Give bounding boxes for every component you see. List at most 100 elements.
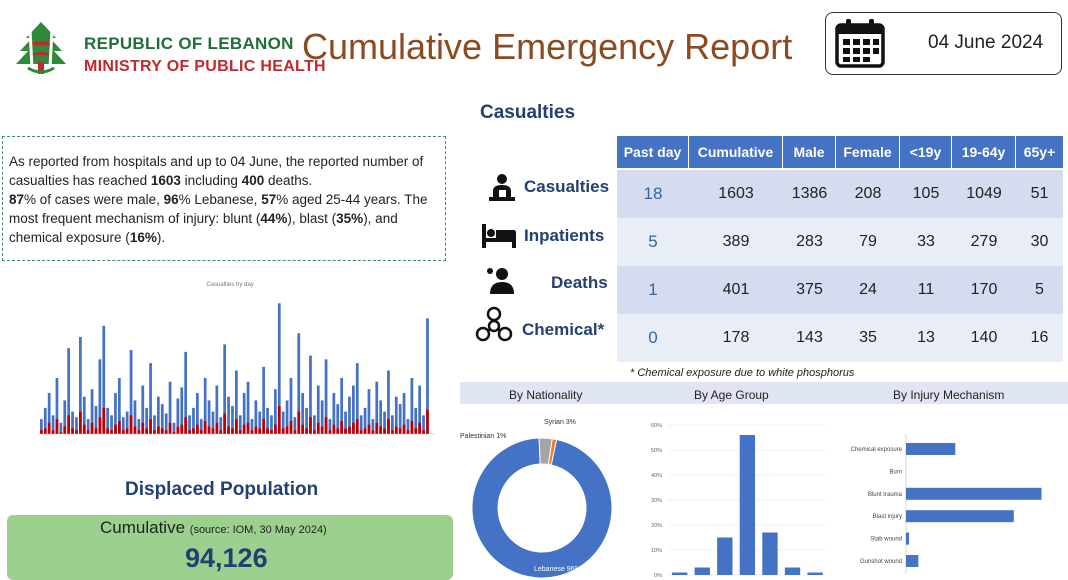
daily-casualty-bar	[114, 392, 117, 434]
daily-casualty-bar	[63, 400, 67, 434]
daily-death-bar	[332, 424, 336, 434]
daily-casualty-bar	[172, 422, 176, 434]
daily-casualty-bar	[199, 419, 203, 434]
daily-casualty-bar	[387, 370, 390, 434]
daily-death-bar	[262, 419, 266, 434]
cell-19-64: 1049	[966, 185, 1002, 202]
daily-death-bar	[301, 424, 305, 434]
daily-death-bar	[363, 428, 367, 434]
table-row: 1 401 375 24 11 170 5	[617, 266, 1063, 314]
daily-death-bar	[219, 430, 223, 434]
daily-death-bar	[348, 426, 351, 434]
daily-casualty-bar	[402, 392, 406, 434]
daily-death-bar	[313, 430, 316, 434]
daily-casualty-bar	[340, 378, 344, 434]
daily-casualty-bar	[379, 400, 383, 434]
displaced-population-heading: Displaced Population	[125, 479, 319, 500]
chemical-footnote: * Chemical exposure due to white phospho…	[630, 367, 855, 379]
daily-death-bar	[114, 424, 117, 434]
daily-casualty-bar	[227, 396, 230, 434]
report-date-box: 04 June 2024	[825, 12, 1062, 75]
daily-casualty-bar	[203, 378, 207, 434]
daily-death-bar	[43, 428, 47, 434]
cell-male: 375	[796, 281, 823, 298]
cell-65plus: 16	[1030, 329, 1049, 346]
daily-death-bar	[145, 428, 149, 434]
daily-death-bar	[285, 426, 289, 434]
summary-box: As reported from hospitals and up to 04 …	[2, 136, 446, 261]
daily-death-bar	[141, 422, 145, 434]
daily-casualty-bar	[293, 417, 297, 434]
daily-casualty-bar	[157, 396, 160, 434]
daily-death-bar	[359, 430, 363, 434]
age-group-bar	[694, 567, 710, 575]
daily-casualty-bar	[250, 419, 254, 434]
daily-death-bar	[79, 411, 82, 434]
cell-under19: 11	[917, 281, 935, 298]
daily-death-bar	[235, 419, 238, 434]
daily-casualty-bar	[43, 407, 47, 434]
daily-casualty-bar	[219, 417, 223, 434]
daily-casualty-bar	[281, 411, 285, 434]
cell-male: 143	[796, 329, 823, 346]
daily-casualty-bar	[363, 407, 367, 434]
daily-casualty-bar	[180, 387, 184, 434]
daily-casualty-bar	[51, 415, 55, 434]
daily-casualty-bar	[207, 400, 211, 434]
daily-casualty-bar	[82, 396, 86, 434]
cell-male: 283	[796, 233, 823, 250]
table-row: 0 178 143 35 13 140 16	[617, 314, 1063, 362]
daily-death-bar	[59, 432, 63, 434]
injury-mechanism-bar	[906, 555, 919, 567]
daily-death-bar	[168, 422, 172, 434]
age-group-bar	[739, 435, 756, 575]
daily-casualty-bar	[297, 333, 301, 434]
injury-mechanism-bar-chart: Chemical exposure Burn Blunt trauma Blast i…	[851, 434, 1042, 574]
daily-casualty-bar	[79, 336, 82, 434]
report-title: Cumulative Emergency Report	[302, 26, 793, 67]
daily-casualty-bar	[242, 392, 246, 434]
daily-casualty-bar	[188, 415, 191, 434]
daily-death-bar	[336, 428, 340, 434]
cell-19-64: 279	[970, 233, 998, 250]
cell-19-64: 140	[970, 329, 998, 346]
displaced-label: Cumulative (source: IOM, 30 May 2024)	[100, 518, 327, 538]
daily-death-bar	[352, 422, 355, 434]
daily-casualty-bar	[246, 381, 250, 434]
daily-casualty-bar	[40, 419, 43, 434]
daily-death-bar	[157, 426, 160, 434]
daily-casualty-bar	[223, 344, 227, 434]
daily-death-bar	[297, 411, 301, 434]
daily-casualty-bar	[118, 378, 121, 434]
daily-casualty-bar	[94, 406, 98, 434]
cell-65plus: 51	[1030, 185, 1049, 202]
casualties-heading: Casualties	[480, 102, 576, 123]
slice-label-palestinian: Palestinian 1%	[460, 433, 506, 440]
row-label-inpatients: Inpatients	[524, 226, 605, 245]
daily-casualty-bar	[55, 378, 59, 434]
y-tick-label: 40%	[651, 473, 662, 479]
daily-casualty-bar	[149, 363, 152, 434]
daily-casualty-bar	[348, 396, 351, 434]
cell-female: 79	[859, 233, 877, 250]
cell-past-day: 18	[643, 184, 663, 203]
summary-chem: 16%	[129, 230, 157, 245]
deceased-person-icon	[487, 268, 514, 294]
daily-casualty-bar	[153, 415, 156, 434]
daily-casualty-bar	[305, 407, 308, 434]
daily-death-bar	[184, 417, 188, 434]
age-group-bar	[717, 537, 733, 575]
daily-death-bar	[391, 430, 394, 434]
daily-death-bar	[47, 422, 51, 434]
y-tick-label: 0%	[654, 573, 662, 579]
summary-lebanese-pct: 96	[163, 192, 179, 207]
slice-label-lebanese: Lebanese 96%	[534, 566, 581, 573]
daily-death-bar	[309, 417, 312, 434]
table-row: 18 1603 1386 208 105 1049 51	[617, 170, 1063, 218]
daily-casualty-bar	[301, 392, 305, 434]
cell-female: 208	[854, 185, 882, 202]
age-group-bar-chart: 0% 10% 20% 30% 40% 50% 60%	[651, 423, 826, 579]
injury-mechanism-bar	[906, 510, 1014, 523]
org-name-line2: MINISTRY OF PUBLIC HEALTH	[84, 58, 326, 75]
daily-death-bar	[188, 430, 191, 434]
